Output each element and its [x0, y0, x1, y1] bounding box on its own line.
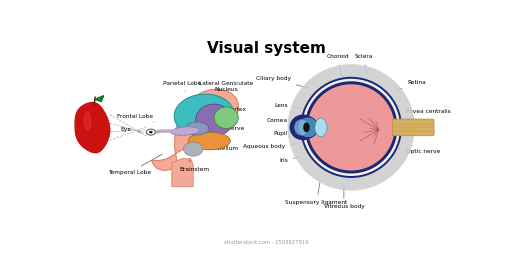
Text: Visual system: Visual system — [207, 41, 326, 56]
Ellipse shape — [294, 120, 309, 135]
Text: Temporal Lobe: Temporal Lobe — [108, 154, 163, 175]
Text: Pupil: Pupil — [274, 131, 297, 136]
Ellipse shape — [303, 122, 310, 132]
Ellipse shape — [174, 94, 234, 136]
Text: Optic Nerve: Optic Nerve — [205, 126, 244, 131]
Text: Aqueous body: Aqueous body — [242, 144, 298, 149]
Polygon shape — [84, 112, 91, 130]
Text: Retina: Retina — [396, 80, 426, 91]
Polygon shape — [95, 96, 103, 102]
Ellipse shape — [214, 107, 238, 129]
Ellipse shape — [301, 78, 401, 177]
Text: Fovea centralis: Fovea centralis — [395, 109, 450, 118]
Ellipse shape — [290, 115, 317, 140]
Text: Suspensory ligament: Suspensory ligament — [285, 182, 347, 205]
Ellipse shape — [147, 129, 155, 135]
Text: Iris: Iris — [279, 157, 300, 163]
Ellipse shape — [188, 132, 230, 150]
Ellipse shape — [298, 117, 318, 138]
Text: Parietal Lobe: Parietal Lobe — [163, 81, 201, 91]
Text: Lens: Lens — [274, 103, 304, 109]
Ellipse shape — [315, 118, 327, 137]
Text: Cerebellum: Cerebellum — [205, 146, 239, 151]
Ellipse shape — [186, 122, 209, 135]
Text: Visual Cortex: Visual Cortex — [207, 107, 246, 116]
Text: Vitreous body: Vitreous body — [323, 185, 364, 209]
Ellipse shape — [288, 64, 415, 191]
Text: Lateral Geniculate
Nucleus: Lateral Geniculate Nucleus — [199, 81, 253, 110]
Text: shutterstock.com · 2503827919: shutterstock.com · 2503827919 — [224, 240, 309, 245]
Text: Cornea: Cornea — [267, 118, 297, 123]
Ellipse shape — [149, 131, 153, 134]
Text: Optic nerve: Optic nerve — [394, 148, 440, 154]
Ellipse shape — [171, 127, 200, 135]
Polygon shape — [152, 89, 238, 171]
Ellipse shape — [305, 81, 398, 174]
Polygon shape — [172, 159, 193, 187]
Polygon shape — [75, 102, 110, 153]
Text: Eye: Eye — [121, 127, 141, 132]
Text: Frontal Lobe: Frontal Lobe — [116, 114, 154, 122]
Ellipse shape — [184, 142, 203, 156]
Text: Choroid: Choroid — [327, 55, 349, 76]
Text: Optic disc: Optic disc — [394, 129, 435, 134]
Ellipse shape — [196, 104, 232, 136]
Text: Brainstem: Brainstem — [179, 160, 209, 172]
Text: Ciliary body: Ciliary body — [256, 76, 308, 88]
Ellipse shape — [308, 84, 395, 171]
Text: Sclera: Sclera — [355, 55, 373, 74]
FancyBboxPatch shape — [393, 119, 434, 136]
